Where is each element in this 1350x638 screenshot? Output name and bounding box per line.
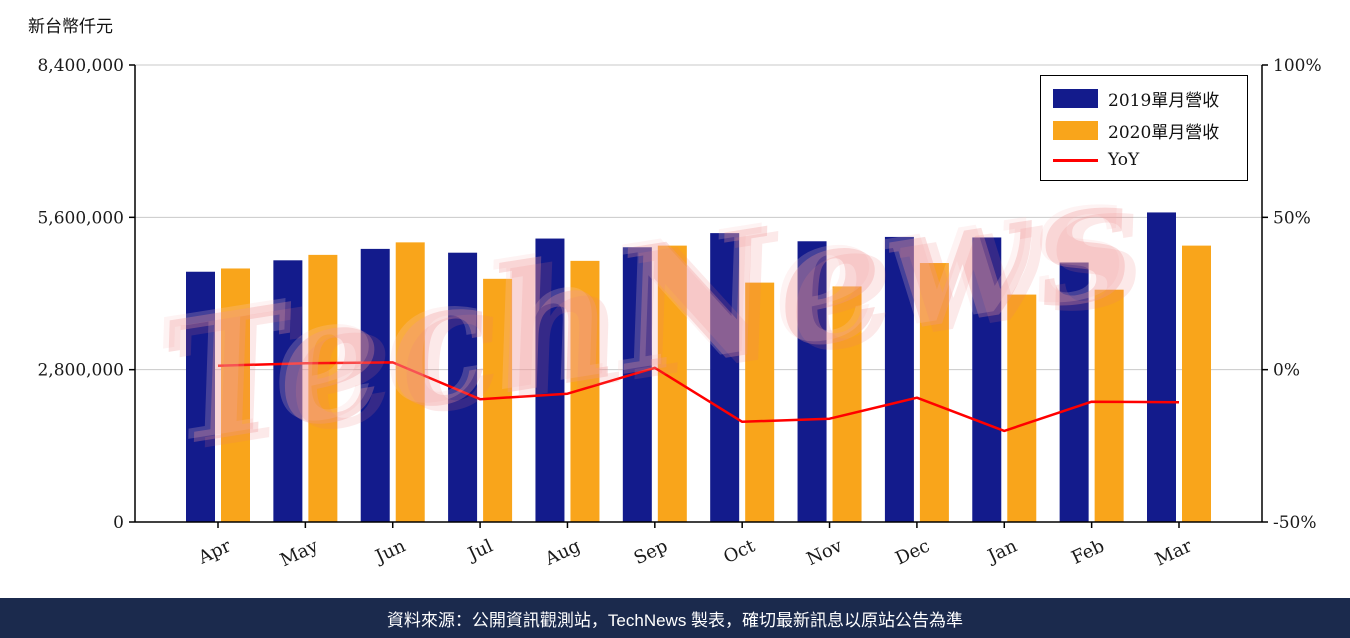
chart-legend: 2019單月營收 2020單月營收 YoY: [1040, 75, 1248, 181]
source-footer: 資料來源：公開資訊觀測站，TechNews 製表，確切最新訊息以原站公告為準: [0, 598, 1350, 638]
bar-2019單月營收-May: [273, 260, 303, 522]
right-y-tick-label: 100%: [1273, 56, 1322, 76]
x-tick-label-Jul: Jul: [463, 535, 496, 565]
bar-2019單月營收-Aug: [535, 238, 565, 522]
left-y-tick-label: 8,400,000: [37, 56, 124, 76]
bar-2019單月營收-Feb: [1059, 262, 1089, 522]
legend-bar-swatch: [1053, 89, 1098, 108]
bar-2020單月營收-Jan: [1007, 294, 1037, 522]
legend-line-stroke: [1053, 158, 1098, 162]
y-axis-unit-label: 新台幣仟元: [28, 17, 113, 37]
x-tick-label-Sep: Sep: [631, 535, 671, 569]
bar-2019單月營收-Oct: [710, 233, 740, 522]
right-y-tick-label: -50%: [1273, 513, 1317, 533]
left-y-tick-label: 2,800,000: [37, 361, 124, 381]
source-text: 資料來源：公開資訊觀測站，TechNews 製表，確切最新訊息以原站公告為準: [386, 610, 964, 630]
x-tick-label-Jun: Jun: [371, 535, 410, 568]
bar-2020單月營收-May: [308, 254, 338, 522]
bar-2020單月營收-Mar: [1182, 245, 1211, 522]
bar-2019單月營收-Apr: [186, 271, 215, 522]
left-y-tick-label: 5,600,000: [37, 208, 124, 228]
bar-2020單月營收-Apr: [221, 268, 250, 522]
bar-2020單月營收-Dec: [919, 263, 949, 522]
x-tick-label-May: May: [277, 535, 322, 571]
x-tick-label-Jan: Jan: [983, 535, 1021, 568]
bar-2020單月營收-Oct: [745, 282, 775, 522]
bar-2019單月營收-Mar: [1147, 212, 1176, 523]
bar-2019單月營收-Dec: [884, 236, 914, 522]
x-tick-label-Feb: Feb: [1068, 535, 1107, 568]
right-y-tick-label: 0%: [1273, 361, 1300, 381]
legend-item-1: 2020單月營收: [1053, 118, 1235, 143]
bar-2020單月營收-Nov: [832, 286, 862, 522]
bar-2019單月營收-Jan: [972, 237, 1002, 523]
x-tick-label-Apr: Apr: [194, 535, 234, 569]
bar-2020單月營收-Feb: [1094, 289, 1124, 522]
x-tick-label-Oct: Oct: [720, 535, 759, 568]
bar-2020單月營收-Jul: [483, 278, 513, 522]
bar-2019單月營收-Sep: [622, 247, 652, 522]
legend-bar-swatch: [1053, 121, 1098, 140]
x-tick-label-Aug: Aug: [541, 535, 584, 570]
legend-label-1: 2020單月營收: [1108, 123, 1220, 143]
x-tick-label-Nov: Nov: [803, 535, 846, 570]
legend-label-0: 2019單月營收: [1108, 91, 1220, 111]
x-tick-label-Dec: Dec: [892, 535, 933, 569]
bar-2020單月營收-Jun: [395, 242, 425, 522]
left-y-tick-label: 0: [113, 513, 124, 533]
legend-label-2: YoY: [1108, 150, 1140, 170]
bar-2019單月營收-Nov: [797, 241, 827, 522]
right-y-tick-label: 50%: [1273, 208, 1311, 228]
bar-2019單月營收-Jun: [360, 248, 390, 522]
legend-line-swatch: [1053, 151, 1098, 170]
x-tick-label-Mar: Mar: [1152, 535, 1195, 570]
legend-item-0: 2019單月營收: [1053, 86, 1235, 111]
yoy-line: [217, 361, 1180, 433]
legend-item-2: YoY: [1053, 150, 1235, 170]
